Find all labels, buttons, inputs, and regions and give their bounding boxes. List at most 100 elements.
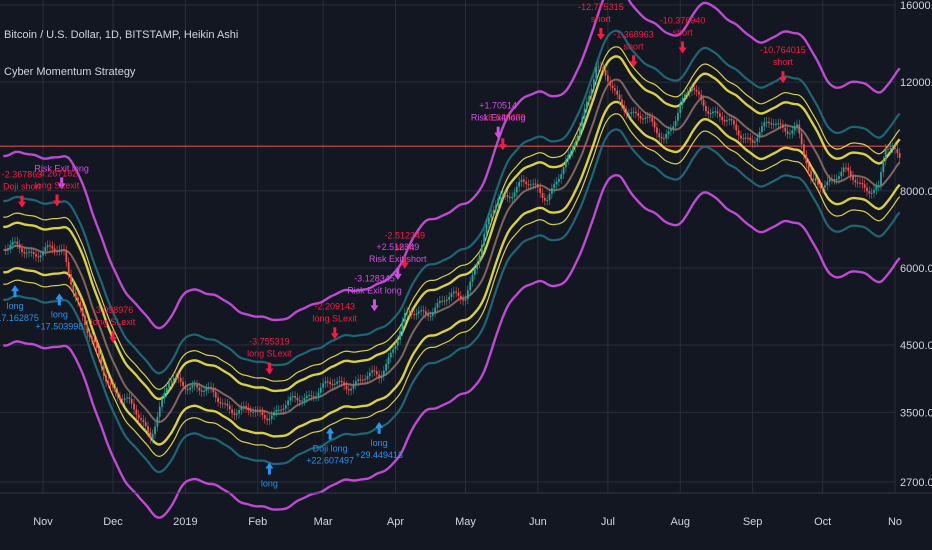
candle-body — [480, 244, 483, 256]
candle-body — [613, 88, 616, 91]
candle-body — [595, 67, 598, 80]
candle-body — [627, 113, 630, 115]
candle-body — [688, 91, 691, 93]
candle-body — [625, 111, 628, 114]
candle-body — [441, 300, 444, 302]
candle-body — [660, 137, 663, 139]
candle-body — [88, 333, 91, 337]
candle-body — [268, 418, 271, 421]
candle-body — [16, 241, 19, 245]
candle-body — [634, 111, 637, 114]
candle-body — [200, 390, 203, 392]
candle-body — [32, 251, 35, 255]
signal-label: long — [261, 478, 278, 488]
signal-label: Risk Exit long — [34, 163, 89, 173]
candle-body — [91, 336, 93, 340]
candle-body — [336, 381, 339, 384]
candle-body — [684, 94, 686, 98]
candle-body — [67, 262, 70, 275]
candle-body — [338, 380, 341, 382]
candle-body — [896, 149, 899, 153]
signal-exit: -3.128345 Risk Exit long — [347, 273, 402, 312]
signal-short: -3.755319 long SLexit — [247, 337, 292, 375]
candle-body — [193, 384, 196, 386]
candle-body — [803, 144, 805, 155]
candle-body — [340, 380, 343, 383]
candle-body — [231, 409, 233, 414]
candle-body — [518, 181, 521, 187]
candle-body — [326, 381, 329, 383]
candle-body — [751, 139, 754, 143]
candle-body — [712, 111, 714, 114]
candle-body — [632, 111, 635, 113]
candle-body — [436, 303, 439, 308]
candle-body — [375, 371, 378, 375]
signal-long: long +17.162875 — [0, 285, 39, 323]
candle-body — [497, 198, 500, 206]
axis-layer: 16000.00 12000.00 8000.00 6000.00 4500.00 350… — [0, 0, 932, 528]
signal-label: short — [673, 28, 694, 38]
candle-body — [233, 413, 236, 415]
candle-body — [611, 85, 614, 89]
candle-body — [242, 406, 245, 408]
signal-label: long SLexit — [91, 317, 136, 327]
candle-body — [838, 176, 840, 180]
short-arrow-icon — [109, 330, 118, 343]
candle-body — [485, 224, 488, 234]
candle-body — [721, 116, 724, 120]
candle-body — [833, 179, 836, 181]
candle-body — [504, 194, 507, 196]
signal-label: short — [395, 243, 416, 253]
candle-body — [219, 401, 222, 404]
candle-body — [882, 160, 885, 173]
y-tick-label: 2700.00 — [900, 477, 932, 489]
short-arrow-icon — [393, 267, 402, 280]
candle-body — [891, 147, 894, 149]
candle-body — [445, 299, 448, 301]
candle-body — [11, 241, 14, 245]
candle-body — [462, 299, 465, 301]
candle-body — [165, 387, 168, 393]
candle-body — [863, 184, 866, 188]
band-magenta-lower — [3, 173, 901, 519]
candle-body — [826, 181, 829, 186]
candle-body — [859, 182, 861, 184]
candle-body — [317, 392, 320, 397]
candle-body — [217, 397, 219, 402]
candle-body — [571, 147, 574, 153]
candle-body — [23, 252, 26, 254]
candle-body — [168, 382, 170, 388]
candle-body — [210, 386, 212, 389]
candle-body — [501, 194, 504, 197]
candle-body — [574, 142, 577, 148]
candle-body — [522, 179, 525, 182]
x-tick-label: Oct — [814, 516, 831, 528]
candle-body — [158, 406, 161, 417]
candle-body — [653, 121, 656, 128]
candle-body — [492, 210, 495, 214]
candle-body — [63, 249, 65, 251]
candle-body — [705, 106, 707, 112]
candle-body — [333, 383, 336, 385]
candle-body — [674, 120, 677, 127]
candle-body — [21, 248, 23, 253]
candle-body — [133, 403, 135, 410]
candle-body — [25, 252, 28, 254]
strategy-name: Cyber Momentum Strategy — [4, 66, 136, 78]
short-arrow-icon — [57, 177, 66, 190]
band-yellow-inner — [3, 113, 901, 458]
candle-body — [856, 182, 859, 184]
candle-body — [60, 249, 63, 251]
candle-body — [616, 90, 619, 95]
candle-body — [161, 398, 163, 407]
candle-body — [870, 192, 873, 194]
signal-value: -4.267182 — [37, 169, 78, 179]
candle-body — [84, 315, 86, 326]
candle-body — [719, 113, 721, 117]
candle-body — [427, 313, 430, 317]
signal-short: -2.512349 short — [385, 231, 425, 269]
short-arrow-icon — [400, 256, 409, 269]
candle-body — [126, 397, 128, 399]
candle-body — [723, 119, 726, 122]
candle-body — [831, 179, 833, 181]
